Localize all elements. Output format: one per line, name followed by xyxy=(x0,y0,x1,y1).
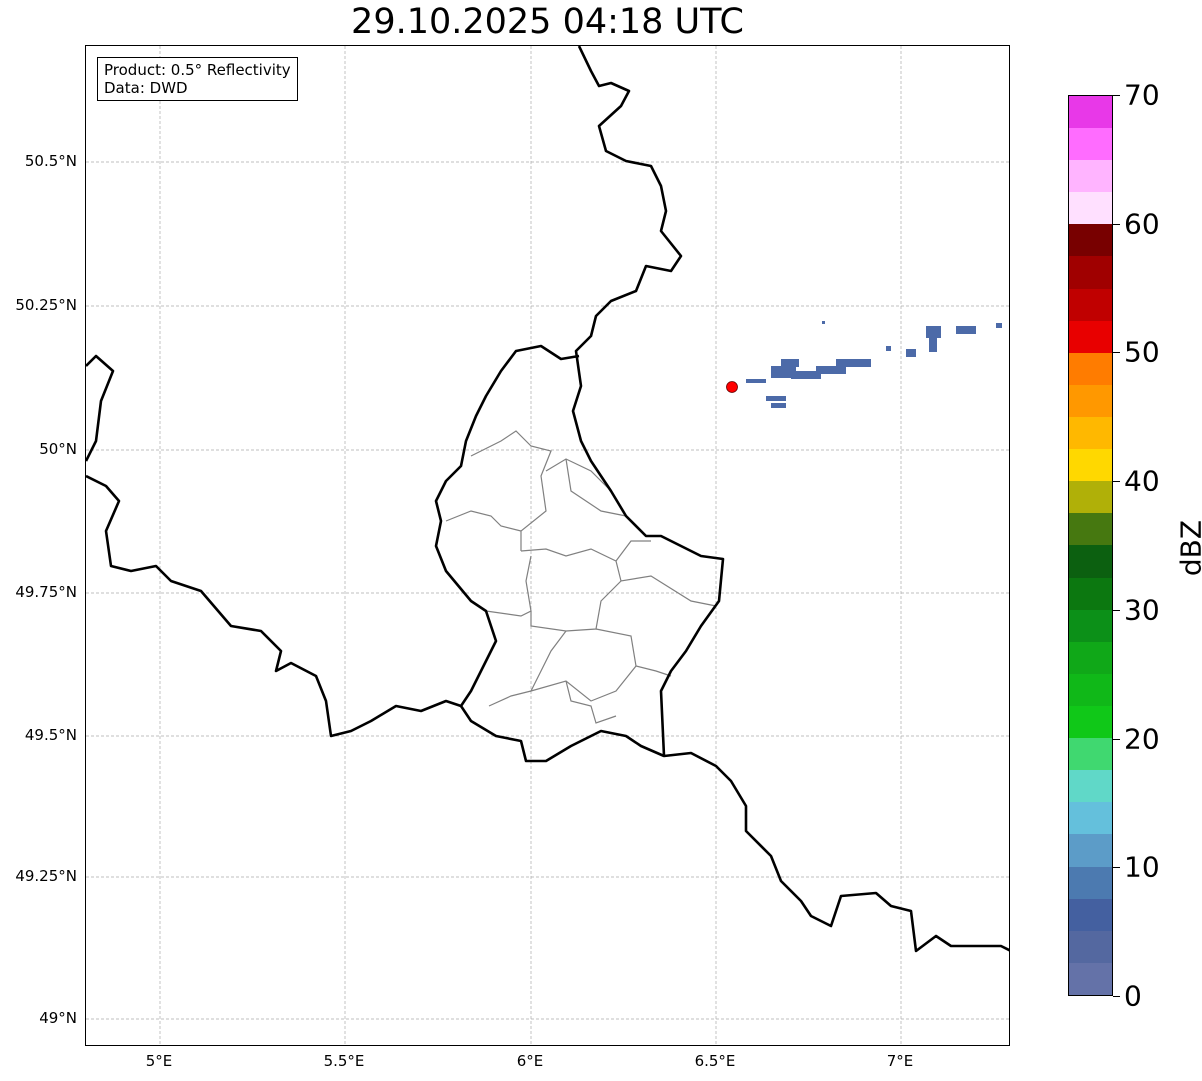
colorbar-tick-label: 0 xyxy=(1124,979,1142,1013)
lat-tick-label: 49.25°N xyxy=(15,867,77,885)
radar-echoes xyxy=(746,321,1002,408)
colorbar-tick-label: 60 xyxy=(1124,207,1160,241)
lon-tick-label: 6°E xyxy=(516,1052,544,1070)
map-canvas xyxy=(86,46,1009,1045)
colorbar-bin xyxy=(1069,224,1112,257)
colorbar-bin xyxy=(1069,930,1112,963)
colorbar-tick xyxy=(1113,738,1120,740)
colorbar-bin xyxy=(1069,577,1112,610)
colorbar-tick xyxy=(1113,609,1120,611)
legend-data-source: Data: DWD xyxy=(104,79,188,97)
colorbar-bin xyxy=(1069,866,1112,899)
product-legend: Product: 0.5° Reflectivity Data: DWD xyxy=(97,57,298,101)
colorbar-tick xyxy=(1113,481,1120,483)
colorbar-label: dBZ xyxy=(1174,519,1202,577)
legend-product: Product: 0.5° Reflectivity xyxy=(104,61,291,79)
lon-tick-label: 5°E xyxy=(145,1052,173,1070)
colorbar-bin xyxy=(1069,545,1112,578)
radar-site-marker xyxy=(726,381,738,393)
map-title: 29.10.2025 04:18 UTC xyxy=(351,2,744,42)
colorbar-bin xyxy=(1069,288,1112,321)
colorbar-bin xyxy=(1069,352,1112,385)
lat-tick-label: 50.5°N xyxy=(24,152,77,170)
colorbar-bin xyxy=(1069,160,1112,193)
colorbar-bin xyxy=(1069,384,1112,418)
colorbar-bin xyxy=(1069,256,1112,289)
colorbar-tick-label: 70 xyxy=(1124,78,1160,112)
radar-map[interactable] xyxy=(85,45,1010,1046)
colorbar-tick xyxy=(1113,352,1120,354)
colorbar-bin xyxy=(1069,320,1112,353)
colorbar-tick-label: 10 xyxy=(1124,850,1160,884)
colorbar-bin xyxy=(1069,192,1112,225)
lon-tick-label: 7°E xyxy=(886,1052,914,1070)
colorbar-bin xyxy=(1069,962,1112,995)
colorbar-tick xyxy=(1113,95,1120,96)
lat-tick-label: 49°N xyxy=(39,1009,77,1027)
colorbar-bin xyxy=(1069,513,1112,546)
lat-tick-label: 50.25°N xyxy=(15,296,77,314)
colorbar-bin xyxy=(1069,417,1112,450)
colorbar-bin xyxy=(1069,834,1112,867)
lat-tick-label: 49.5°N xyxy=(24,726,77,744)
gridlines xyxy=(86,46,1009,1045)
colorbar-bin xyxy=(1069,481,1112,514)
colorbar-tick xyxy=(1113,223,1120,225)
colorbar-bin xyxy=(1069,706,1112,739)
colorbar-tick-label: 50 xyxy=(1124,335,1160,369)
country-borders xyxy=(86,46,1009,953)
lat-tick-label: 50°N xyxy=(39,440,77,458)
colorbar-tick xyxy=(1113,996,1120,997)
colorbar-tick xyxy=(1113,867,1120,869)
colorbar-bin xyxy=(1069,673,1112,707)
colorbar-bin xyxy=(1069,449,1112,482)
colorbar-tick-label: 30 xyxy=(1124,593,1160,627)
lat-tick-label: 49.75°N xyxy=(15,583,77,601)
colorbar-bin xyxy=(1069,641,1112,674)
colorbar-tick-label: 20 xyxy=(1124,722,1160,756)
canton-borders xyxy=(445,430,717,724)
colorbar-tick-label: 40 xyxy=(1124,464,1160,498)
colorbar-bin xyxy=(1069,128,1112,161)
colorbar-bin xyxy=(1069,770,1112,803)
colorbar-bin xyxy=(1069,802,1112,835)
colorbar-bin xyxy=(1069,898,1112,931)
lon-tick-label: 6.5°E xyxy=(694,1052,736,1070)
colorbar-bin xyxy=(1069,738,1112,771)
colorbar xyxy=(1068,95,1113,996)
lon-tick-label: 5.5°E xyxy=(323,1052,365,1070)
colorbar-bin xyxy=(1069,609,1112,642)
colorbar-bin xyxy=(1069,95,1112,129)
